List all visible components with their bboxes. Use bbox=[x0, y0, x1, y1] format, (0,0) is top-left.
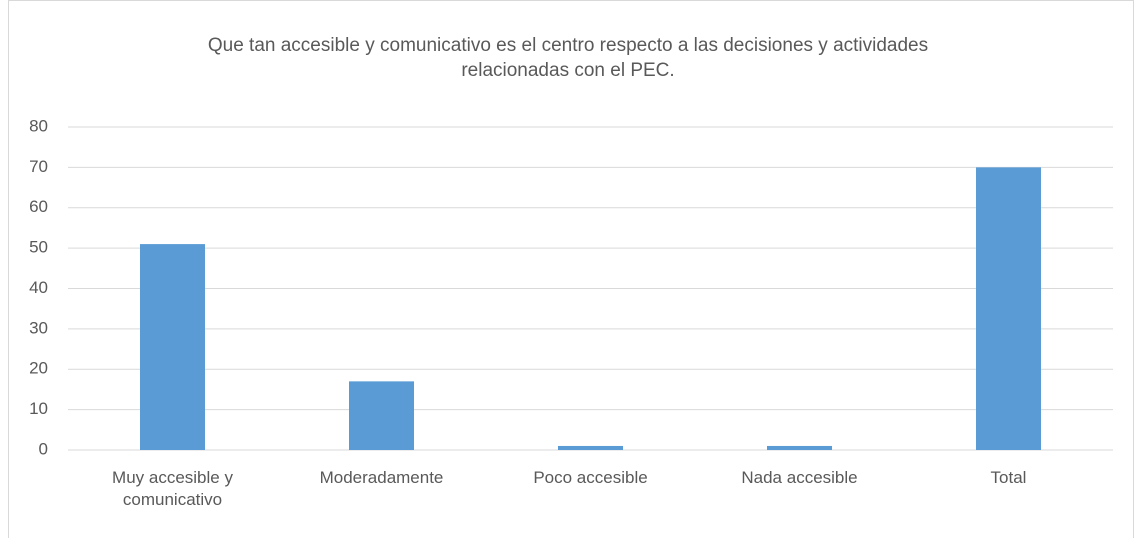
y-tick-label: 80 bbox=[29, 116, 48, 135]
x-tick-label: Poco accesible bbox=[533, 468, 648, 487]
bar bbox=[558, 445, 623, 450]
chart-title: Que tan accesible y comunicativo es el c… bbox=[207, 35, 929, 81]
y-tick-label: 40 bbox=[29, 278, 48, 297]
x-tick-label: Total bbox=[990, 468, 1027, 487]
x-tick-label: Moderadamente bbox=[319, 468, 444, 487]
bar bbox=[140, 244, 205, 450]
y-tick-label: 20 bbox=[29, 359, 48, 378]
y-tick-label: 0 bbox=[39, 439, 48, 458]
bar bbox=[976, 167, 1041, 450]
bar bbox=[349, 381, 414, 450]
chart-border bbox=[8, 0, 1134, 538]
y-tick-label: 30 bbox=[29, 318, 48, 337]
y-tick-label: 60 bbox=[29, 197, 48, 216]
x-tick-label: Nada accesible bbox=[741, 468, 858, 487]
bar bbox=[767, 445, 832, 450]
y-tick-label: 50 bbox=[29, 238, 48, 257]
y-tick-label: 70 bbox=[29, 157, 48, 176]
y-tick-label: 10 bbox=[29, 399, 48, 418]
x-tick-label: Muy accesible y comunicativo bbox=[112, 468, 233, 510]
